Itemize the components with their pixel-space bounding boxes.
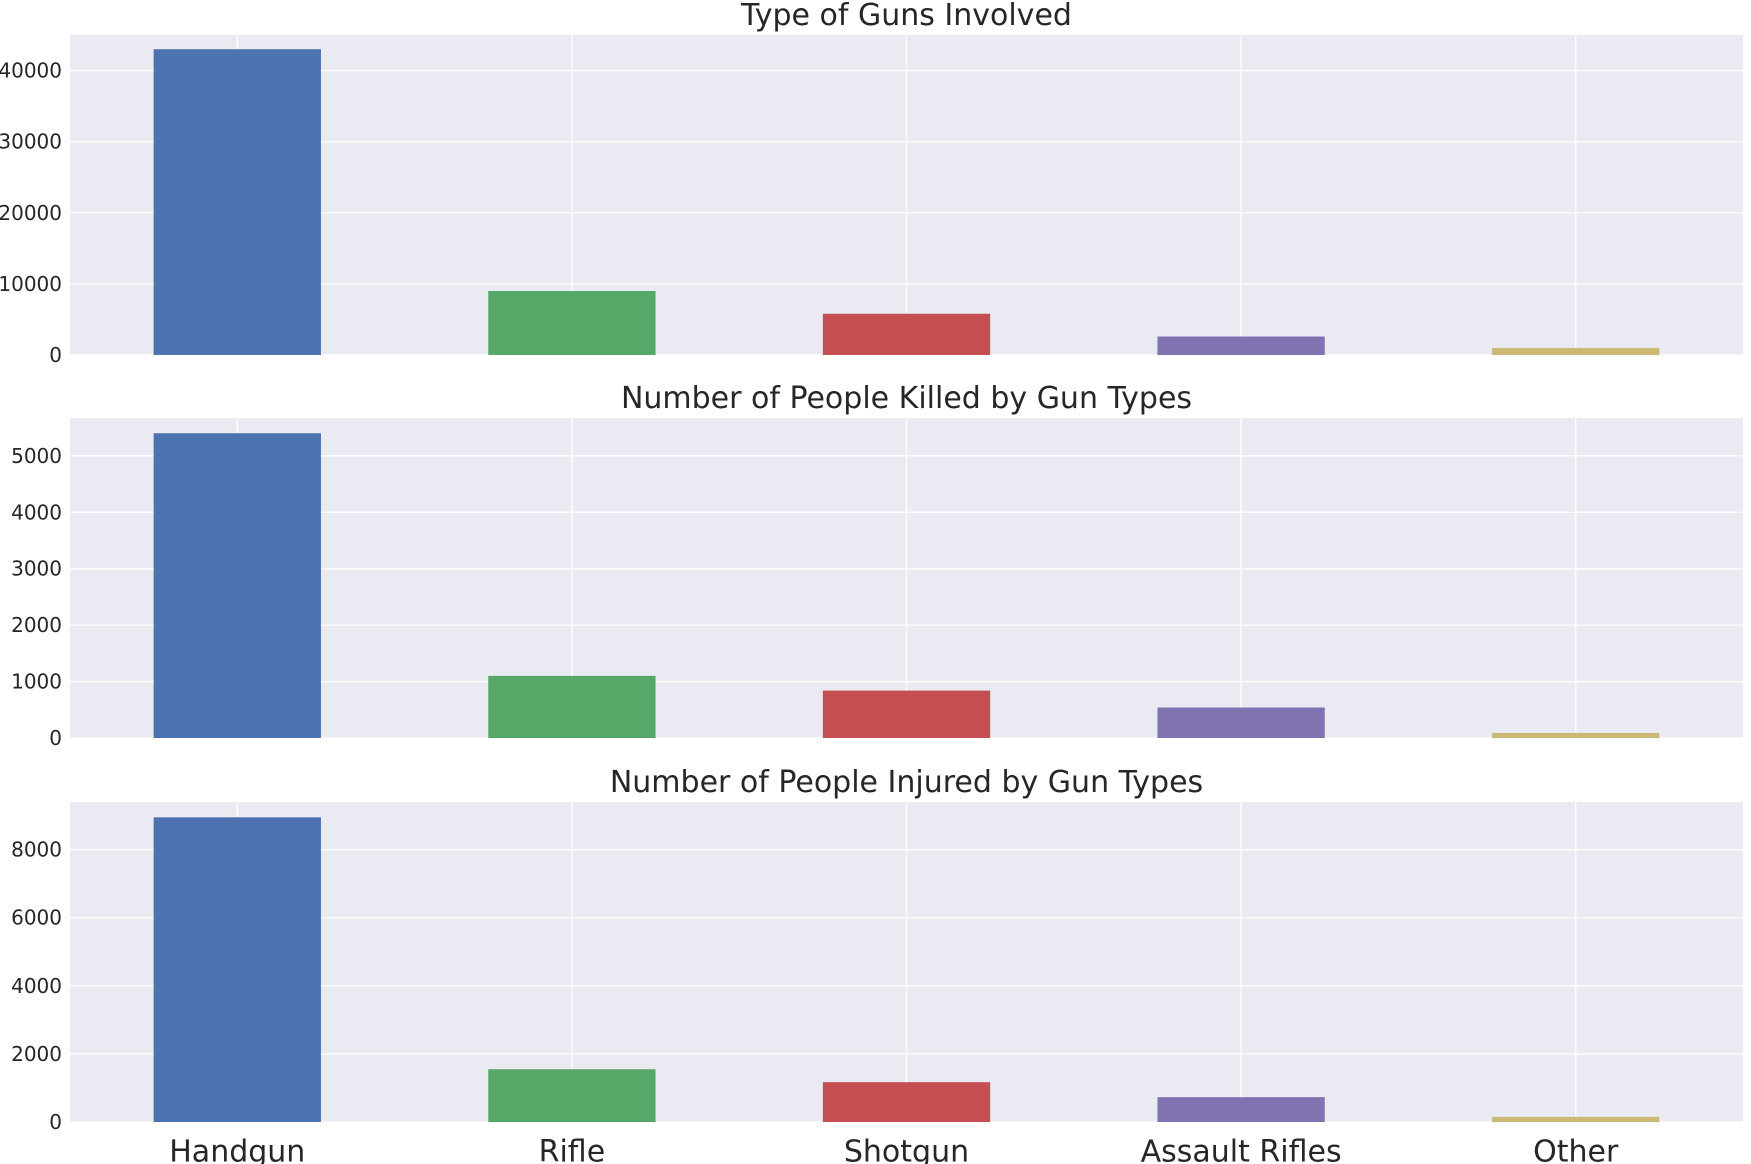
y-tick-label: 40000	[0, 59, 62, 83]
x-tick-label: Handgun	[169, 1135, 305, 1164]
bar-other	[1492, 347, 1660, 355]
bar-shotgun	[822, 690, 991, 738]
bar-assault-rifles	[1157, 1097, 1325, 1122]
y-tick-label: 4000	[11, 500, 62, 524]
bar-other	[1492, 732, 1660, 738]
subplot-1: 0 10000 20000 30000 40000 Type of Guns Involv…	[0, 0, 1743, 367]
y-tick-label: 5000	[11, 444, 62, 468]
bar-assault-rifles	[1157, 336, 1325, 355]
y-tick-label: 1000	[11, 670, 62, 694]
y-tick-label: 2000	[11, 613, 62, 637]
y-tick-label: 30000	[0, 130, 62, 154]
chart-title: Number of People Injured by Gun Types	[610, 765, 1203, 800]
bar-shotgun	[822, 1082, 991, 1122]
bar-other	[1492, 1116, 1660, 1122]
y-tick-label: 8000	[11, 838, 62, 862]
bar-handgun	[153, 433, 321, 738]
bar-rifle	[488, 291, 656, 355]
y-tick-label: 0	[49, 1110, 62, 1134]
subplot-3: 0 2000 4000 6000 8000 Handgun Rifle Shotgun Assa…	[11, 765, 1743, 1164]
chart-title: Number of People Killed by Gun Types	[621, 381, 1192, 416]
x-tick-label: Shotgun	[844, 1135, 969, 1164]
x-tick-label: Rifle	[539, 1135, 606, 1164]
bar-rifle	[488, 675, 656, 738]
bar-handgun	[153, 49, 321, 355]
y-tick-label: 3000	[11, 557, 62, 581]
y-tick-label: 20000	[0, 201, 62, 225]
subplot-2: 0 1000 2000 3000 4000 5000 Number of People Ki…	[11, 381, 1743, 750]
chart-title: Type of Guns Involved	[740, 0, 1072, 33]
x-tick-label: Assault Rifles	[1141, 1135, 1342, 1164]
y-tick-label: 4000	[11, 974, 62, 998]
y-tick-label: 0	[49, 343, 62, 367]
y-tick-label: 0	[49, 726, 62, 750]
bar-handgun	[153, 817, 321, 1122]
y-tick-label: 2000	[11, 1042, 62, 1066]
bar-rifle	[488, 1069, 656, 1122]
bar-shotgun	[822, 313, 991, 355]
bar-assault-rifles	[1157, 707, 1325, 738]
y-tick-label: 6000	[11, 906, 62, 930]
y-tick-label: 10000	[0, 272, 62, 296]
x-tick-label: Other	[1533, 1135, 1619, 1164]
